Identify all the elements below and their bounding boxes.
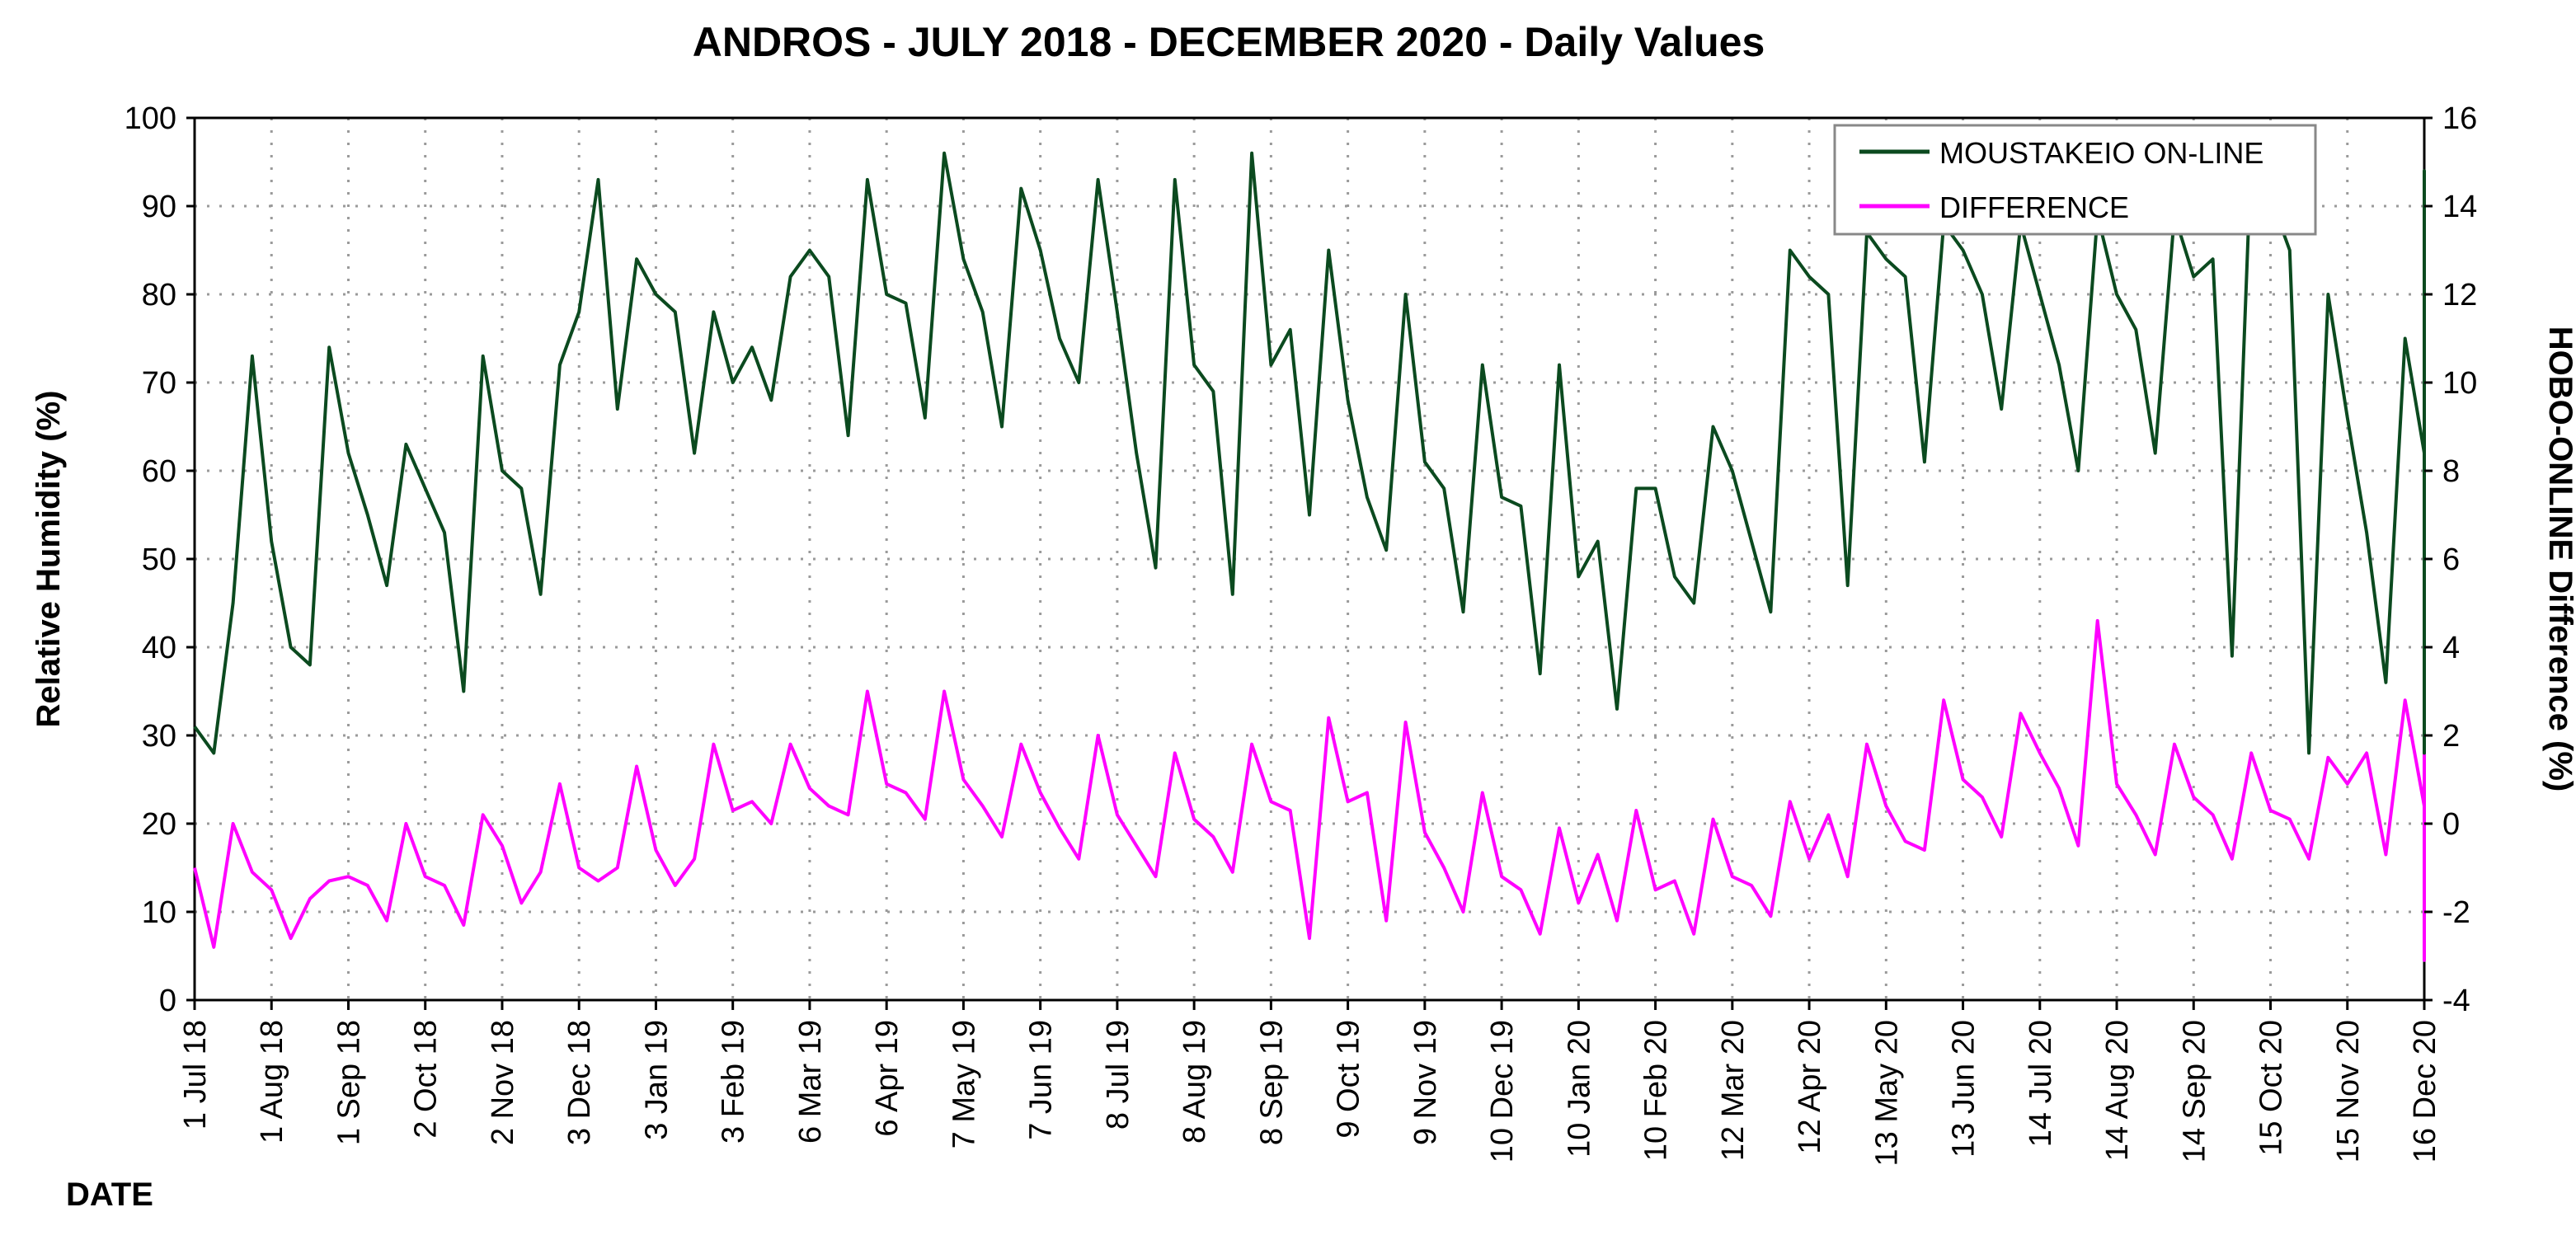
y-tick-label: 70 [142,366,176,401]
x-tick-label: 14 Aug 20 [2100,1020,2135,1161]
x-tick-label: 14 Jul 20 [2024,1020,2058,1147]
x-tick-label: 12 Mar 20 [1716,1020,1751,1161]
chart-title: ANDROS - JULY 2018 - DECEMBER 2020 - Dai… [693,19,1765,65]
x-tick-label: 13 May 20 [1869,1020,1904,1166]
series-moustakeio-line [193,151,2426,755]
x-tick-label: 7 May 19 [947,1020,981,1148]
x-tick-label: 6 Apr 19 [870,1020,905,1137]
x-tick-label: 15 Nov 20 [2331,1020,2366,1162]
y-tick-label: 10 [142,895,176,930]
y-tick-label: 20 [142,807,176,842]
y-tick-label: 0 [159,984,176,1018]
y2-tick-label: 0 [2442,807,2460,842]
x-tick-label: 10 Feb 20 [1639,1020,1674,1161]
y2-tick-label: -4 [2442,984,2470,1018]
y-axis-right: -4 -2 0 2 4 6 8 10 12 14 16 [2424,101,2477,1018]
y2-tick-label: 14 [2442,190,2477,224]
legend-label-moustakeio: MOUSTAKEIO ON-LINE [1939,136,2263,170]
y-tick-label: 50 [142,542,176,577]
x-tick-label: 2 Nov 18 [486,1020,520,1145]
x-tick-label: 3 Dec 18 [562,1020,597,1145]
y-tick-label: 80 [142,278,176,312]
x-tick-label: 16 Dec 20 [2408,1020,2442,1162]
series-difference-line [193,618,2426,962]
x-tick-label: 7 Jun 19 [1024,1020,1059,1140]
x-tick-label: 8 Jul 19 [1101,1020,1135,1130]
y-axis-label: Relative Humidity (%) [31,391,67,728]
x-axis-label: DATE [66,1177,153,1213]
grid-lines [195,118,2424,1000]
x-tick-label: 8 Sep 19 [1254,1020,1289,1145]
y2-tick-label: -2 [2442,895,2470,930]
y-tick-label: 60 [142,454,176,489]
x-tick-label: 1 Aug 18 [255,1020,289,1144]
y2-axis-label: HOBO-ONLINE Difference (%) [2542,326,2576,792]
y2-tick-label: 6 [2442,542,2460,577]
x-tick-label: 1 Sep 18 [331,1020,366,1145]
y-tick-label: 30 [142,719,176,754]
x-tick-label: 9 Oct 19 [1332,1020,1366,1139]
series-layer [193,151,2426,962]
legend-box [1833,124,2317,236]
x-tick-label: 14 Sep 20 [2177,1020,2212,1162]
x-tick-label: 2 Oct 18 [409,1020,444,1139]
x-tick-label: 6 Mar 19 [793,1020,828,1144]
y-tick-label: 100 [125,101,176,136]
y2-tick-label: 2 [2442,719,2460,754]
x-tick-label: 3 Jan 19 [639,1020,674,1140]
x-tick-label: 13 Jun 20 [1947,1020,1981,1158]
x-tick-label: 3 Feb 19 [717,1020,751,1144]
x-tick-label: 1 Jul 18 [178,1020,213,1130]
x-tick-label: 8 Aug 19 [1178,1020,1212,1144]
x-tick-label: 15 Oct 20 [2254,1020,2289,1156]
x-tick-label: 9 Nov 19 [1408,1020,1443,1145]
x-tick-label: 10 Jan 20 [1562,1020,1596,1158]
y-tick-label: 90 [142,190,176,224]
y2-tick-label: 10 [2442,366,2477,401]
y-tick-label: 40 [142,631,176,665]
legend-label-difference: DIFFERENCE [1939,190,2129,224]
x-axis: 1 Jul 18 1 Aug 18 1 Sep 18 2 Oct 18 2 Nov 18… [178,1000,2442,1166]
y2-tick-label: 16 [2442,101,2477,136]
x-tick-label: 12 Apr 20 [1793,1020,1827,1154]
y2-tick-label: 12 [2442,278,2477,312]
legend: MOUSTAKEIO ON-LINE DIFFERENCE [1833,124,2317,236]
y-axis-left: 0 10 20 30 40 50 60 70 80 90 100 [125,101,195,1018]
y2-tick-label: 4 [2442,631,2460,665]
x-tick-label: 10 Dec 19 [1485,1020,1520,1162]
y2-tick-label: 8 [2442,454,2460,489]
